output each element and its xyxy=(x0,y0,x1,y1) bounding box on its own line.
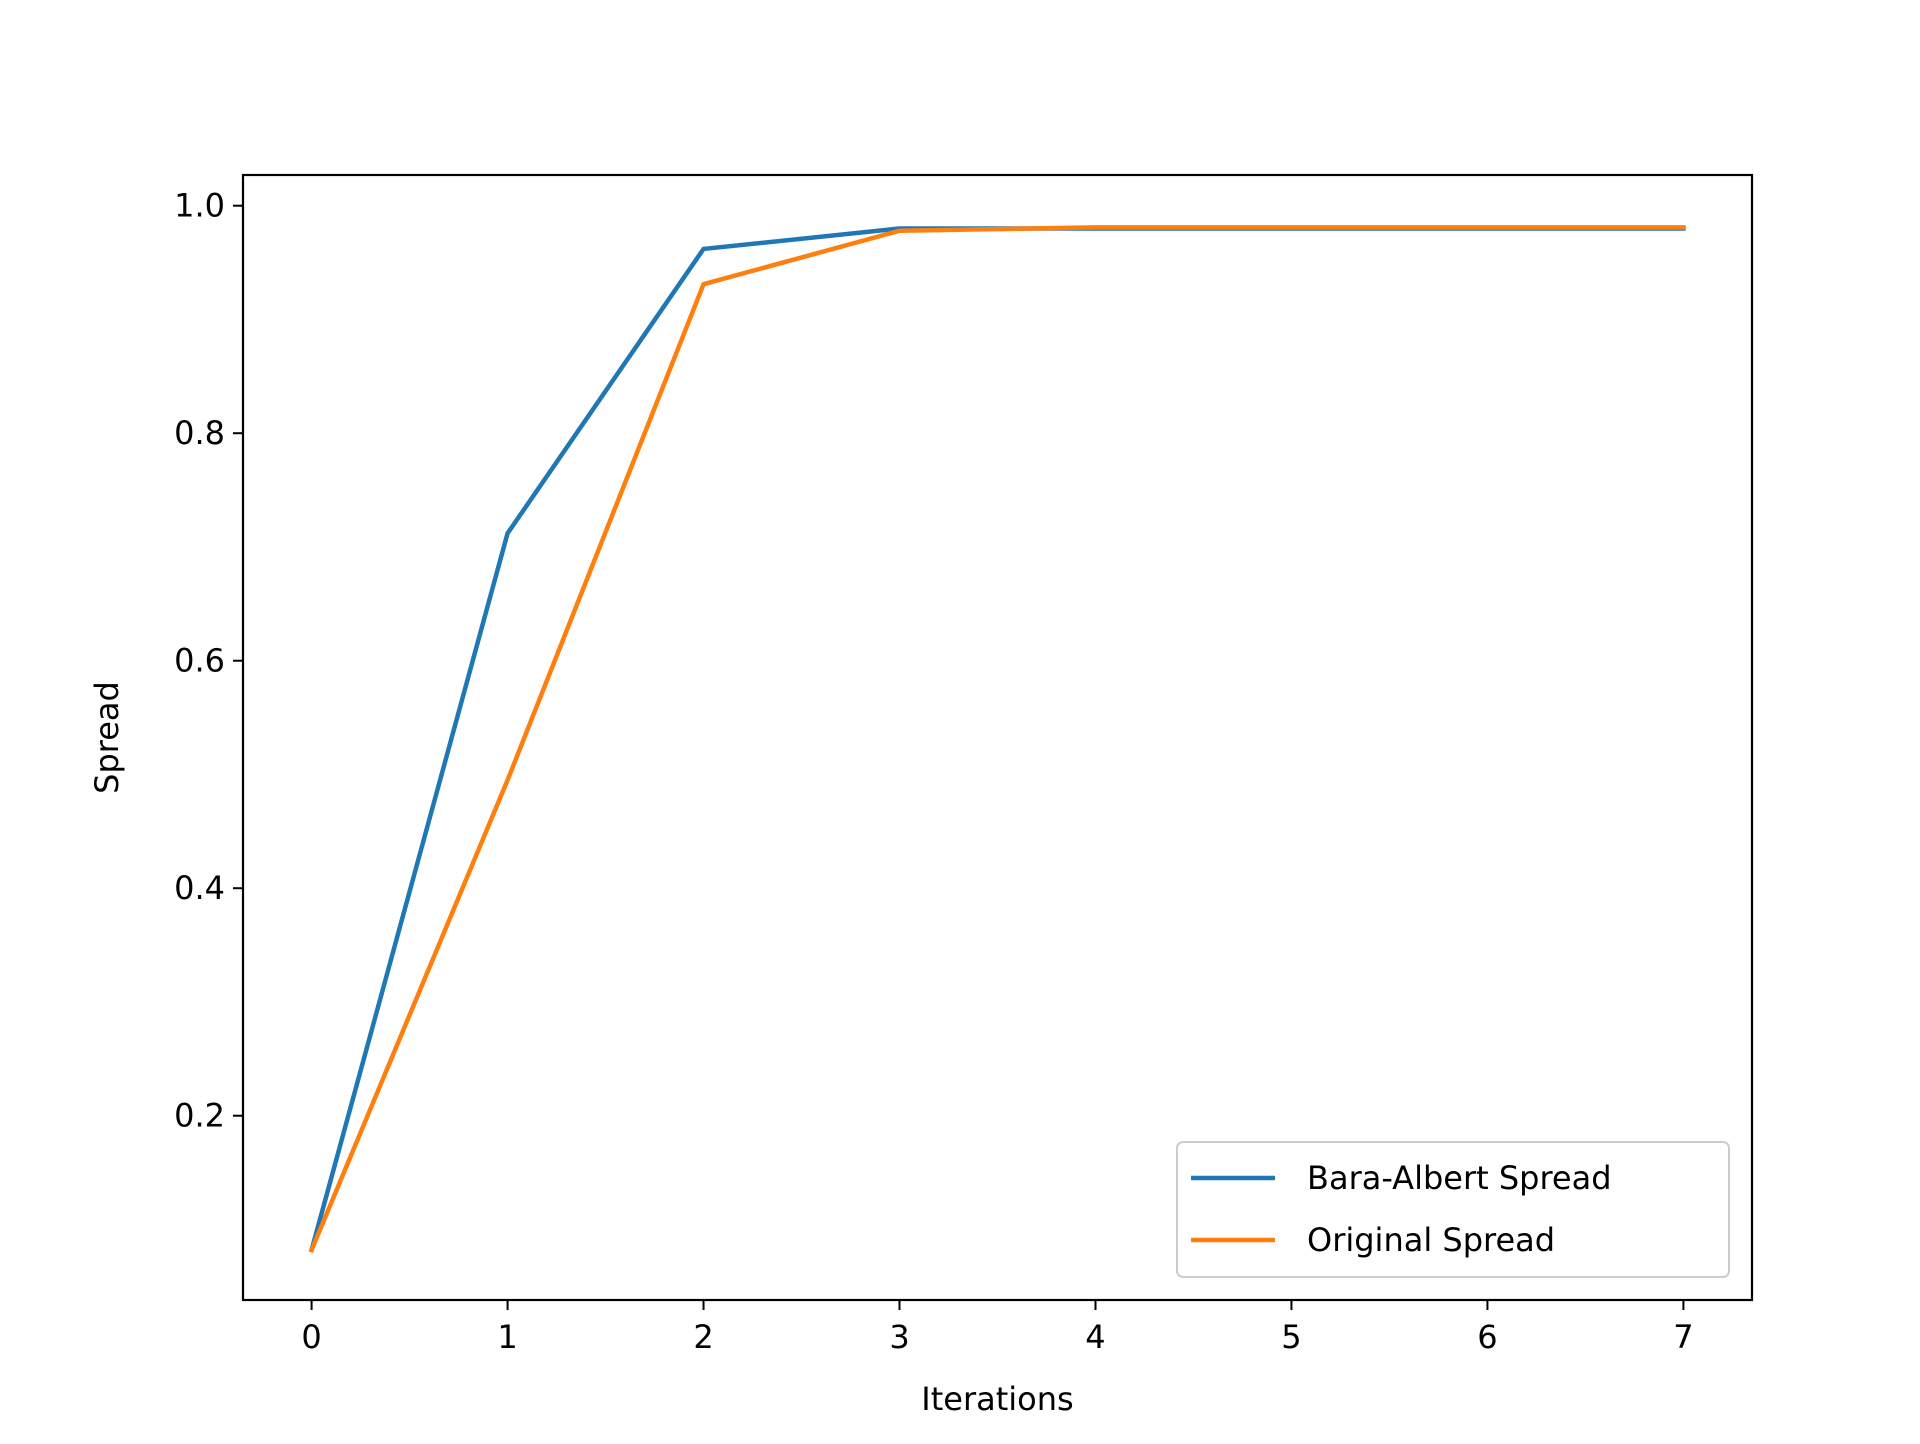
x-tick-label: 5 xyxy=(1281,1318,1301,1356)
legend-label-2: Original Spread xyxy=(1307,1221,1555,1259)
y-tick-label: 1.0 xyxy=(174,187,225,225)
series-line-2 xyxy=(308,225,1686,1253)
x-tick-label: 6 xyxy=(1477,1318,1497,1356)
y-tick-label: 0.8 xyxy=(174,414,225,452)
y-tick-label: 0.6 xyxy=(174,642,225,680)
x-tick-label: 2 xyxy=(693,1318,713,1356)
plot-area-frame xyxy=(241,173,1754,1302)
legend: Bara-Albert Spread Original Spread xyxy=(1176,1141,1730,1278)
x-tick-label: 3 xyxy=(889,1318,909,1356)
legend-box xyxy=(1176,1141,1730,1278)
x-axis-ticks: 0 1 2 3 4 5 6 7 xyxy=(301,1300,1694,1356)
legend-entries: Bara-Albert Spread Original Spread xyxy=(1191,1159,1612,1259)
y-tick-label: 0.4 xyxy=(174,869,225,907)
x-tick-label: 7 xyxy=(1673,1318,1693,1356)
y-axis-ticks: 0.2 0.4 0.6 0.8 1.0 xyxy=(174,187,243,1135)
y-tick-label: 0.2 xyxy=(174,1097,225,1135)
x-tick-label: 4 xyxy=(1085,1318,1105,1356)
x-tick-label: 1 xyxy=(497,1318,517,1356)
series-layer xyxy=(308,225,1686,1253)
legend-label-1: Bara-Albert Spread xyxy=(1307,1159,1612,1197)
x-axis-label: Iterations xyxy=(921,1380,1073,1418)
y-axis-label: Spread xyxy=(88,681,126,794)
x-tick-label: 0 xyxy=(301,1318,321,1356)
